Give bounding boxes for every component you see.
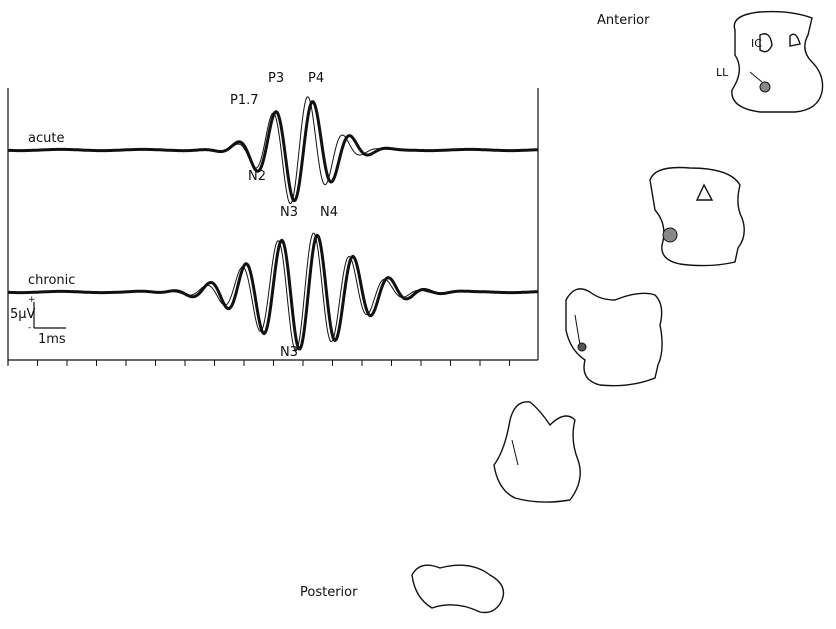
- peak-label: N4: [320, 205, 338, 220]
- peak-label: N2: [248, 169, 266, 184]
- scale-bar: 5μV + - 1ms: [10, 295, 66, 347]
- figure: acute chronic P1.7 P3 P4 N2 N3 N4 N3 5μV…: [0, 0, 836, 629]
- peak-label: N3: [280, 345, 298, 360]
- section-label: IC: [751, 37, 762, 50]
- peak-label: P3: [268, 71, 284, 86]
- scale-time: 1ms: [38, 332, 66, 347]
- section-label: LL: [716, 66, 729, 79]
- scale-amplitude: 5μV: [10, 307, 36, 322]
- trace-label: acute: [28, 131, 64, 146]
- waveform: [8, 102, 538, 201]
- peak-label: P1.7: [230, 93, 259, 108]
- anterior-label: Anterior: [597, 13, 650, 28]
- brain-sections: IC LL: [412, 12, 823, 613]
- recording-frame: [8, 88, 538, 366]
- scale-minus: -: [28, 323, 31, 333]
- scale-plus: +: [28, 295, 36, 305]
- peak-label: P4: [308, 71, 324, 86]
- waveforms: [8, 97, 538, 351]
- posterior-label: Posterior: [300, 585, 358, 600]
- peak-label: N3: [280, 205, 298, 220]
- trace-label: chronic: [28, 273, 75, 288]
